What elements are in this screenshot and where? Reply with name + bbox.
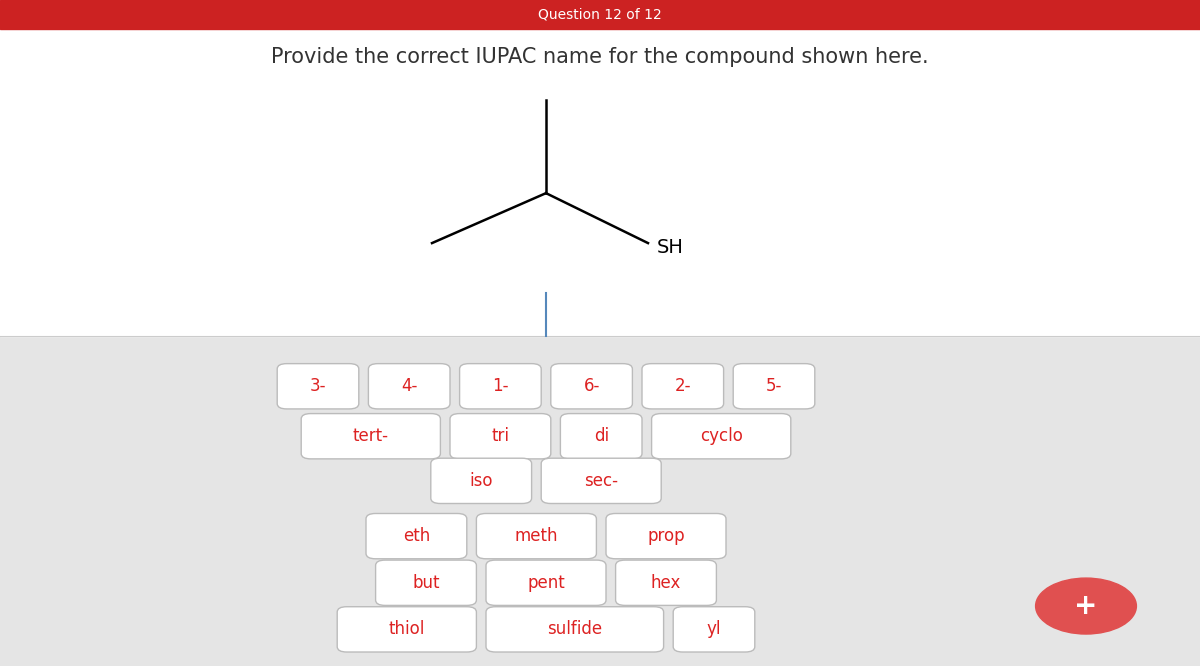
FancyBboxPatch shape [551, 364, 632, 409]
FancyBboxPatch shape [376, 560, 476, 605]
Text: sec-: sec- [584, 472, 618, 490]
Text: hex: hex [650, 573, 682, 592]
Text: meth: meth [515, 527, 558, 545]
Text: thiol: thiol [389, 620, 425, 639]
Bar [0, 336, 1200, 666]
FancyBboxPatch shape [733, 364, 815, 409]
FancyBboxPatch shape [460, 364, 541, 409]
FancyBboxPatch shape [486, 607, 664, 652]
Text: Question 12 of 12: Question 12 of 12 [538, 7, 662, 21]
Text: 1-: 1- [492, 377, 509, 396]
Text: eth: eth [403, 527, 430, 545]
FancyBboxPatch shape [486, 560, 606, 605]
FancyBboxPatch shape [642, 364, 724, 409]
Text: Provide the correct IUPAC name for the compound shown here.: Provide the correct IUPAC name for the c… [271, 47, 929, 67]
FancyBboxPatch shape [560, 414, 642, 459]
Text: di: di [594, 427, 608, 446]
Text: iso: iso [469, 472, 493, 490]
FancyBboxPatch shape [366, 513, 467, 559]
Text: 2-: 2- [674, 377, 691, 396]
Text: cyclo: cyclo [700, 427, 743, 446]
Bar [0, 29, 1200, 336]
FancyBboxPatch shape [652, 414, 791, 459]
FancyBboxPatch shape [431, 458, 532, 503]
FancyBboxPatch shape [606, 513, 726, 559]
FancyBboxPatch shape [616, 560, 716, 605]
Text: tert-: tert- [353, 427, 389, 446]
Circle shape [1036, 578, 1136, 634]
Text: but: but [413, 573, 439, 592]
Text: 6-: 6- [583, 377, 600, 396]
FancyBboxPatch shape [368, 364, 450, 409]
Text: pent: pent [527, 573, 565, 592]
Bar [0, 0, 1200, 29]
Text: 3-: 3- [310, 377, 326, 396]
Text: +: + [1074, 592, 1098, 620]
Text: prop: prop [647, 527, 685, 545]
Text: sulfide: sulfide [547, 620, 602, 639]
FancyBboxPatch shape [301, 414, 440, 459]
FancyBboxPatch shape [476, 513, 596, 559]
FancyBboxPatch shape [541, 458, 661, 503]
FancyBboxPatch shape [450, 414, 551, 459]
Text: yl: yl [707, 620, 721, 639]
FancyBboxPatch shape [673, 607, 755, 652]
Text: SH: SH [656, 238, 683, 257]
Text: 5-: 5- [766, 377, 782, 396]
Text: tri: tri [492, 427, 509, 446]
FancyBboxPatch shape [277, 364, 359, 409]
FancyBboxPatch shape [337, 607, 476, 652]
Text: 4-: 4- [401, 377, 418, 396]
